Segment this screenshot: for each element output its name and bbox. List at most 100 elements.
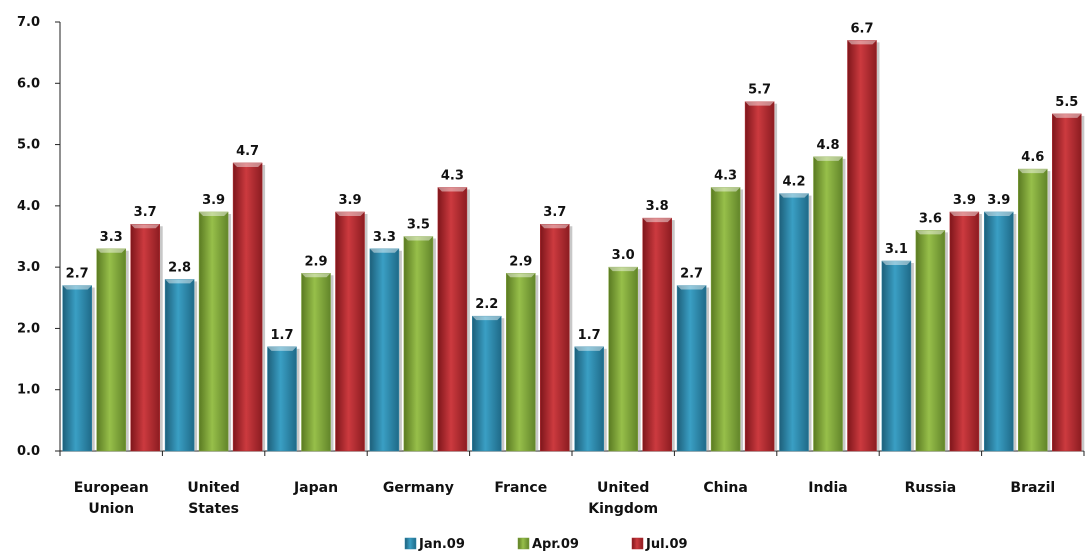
bar-bevel (130, 224, 160, 229)
bars (62, 40, 1085, 452)
bar (267, 346, 297, 452)
bar (301, 273, 331, 452)
bar (744, 101, 775, 452)
bar (779, 193, 809, 452)
data-label: 3.9 (338, 193, 361, 208)
x-category-label: China (703, 480, 747, 496)
data-label: 3.3 (373, 230, 396, 245)
legend-swatch (631, 537, 644, 550)
bar-bevel (506, 273, 536, 278)
bar-bevel (779, 193, 809, 198)
bar-bevel (335, 211, 365, 216)
bar (96, 248, 126, 452)
bar (949, 211, 980, 452)
data-label: 1.7 (578, 328, 601, 343)
x-category-label: Brazil (1010, 480, 1055, 496)
x-category-label: Japan (293, 480, 338, 496)
data-label: 3.3 (100, 230, 123, 245)
bar (984, 211, 1014, 452)
data-label: 3.7 (134, 205, 157, 220)
bar (676, 285, 707, 452)
bar (62, 285, 92, 452)
bar-bevel (62, 285, 92, 290)
data-label: 2.8 (168, 260, 191, 275)
data-label: 3.1 (885, 242, 908, 257)
y-tick-label: 2.0 (17, 321, 40, 336)
bar-bevel (437, 187, 467, 192)
y-tick-label: 6.0 (17, 76, 40, 91)
x-category-label: Union (88, 501, 134, 517)
bar-bevel (847, 40, 877, 45)
bar-bevel (267, 346, 297, 351)
bar (130, 223, 160, 452)
bar (1052, 113, 1082, 452)
x-category-label: European (74, 480, 149, 496)
bar-bevel (233, 162, 263, 167)
data-label: 3.8 (646, 199, 669, 214)
data-label: 6.7 (850, 21, 873, 36)
y-tick-label: 0.0 (17, 444, 40, 459)
bar-bevel (574, 346, 604, 351)
bar-bevel (915, 230, 945, 235)
bar (232, 162, 263, 452)
bar (813, 156, 843, 452)
bar-bevel (96, 248, 126, 253)
bar (710, 187, 741, 452)
legend-label: Apr.09 (532, 537, 579, 552)
x-category-label: India (808, 480, 847, 496)
bar-bevel (369, 248, 399, 253)
data-label: 4.8 (816, 138, 839, 153)
data-label: 3.0 (612, 248, 635, 263)
bar-bevel (1018, 169, 1048, 174)
bar-bevel (949, 211, 979, 216)
bar (540, 223, 570, 452)
data-label: 2.9 (304, 254, 327, 269)
legend: Jan.09 Apr.09 Jul.09 (404, 537, 688, 552)
bar-bevel (813, 156, 843, 161)
bar-bevel (301, 273, 331, 278)
data-label: 1.7 (270, 328, 293, 343)
bar (198, 211, 229, 452)
legend-swatch (517, 537, 530, 550)
x-category-label: Germany (383, 480, 454, 496)
bar (164, 279, 195, 452)
bar (915, 230, 946, 452)
data-label: 3.9 (987, 193, 1010, 208)
x-category-label: Russia (905, 480, 957, 496)
legend-swatch (404, 537, 417, 550)
bar (403, 236, 434, 452)
data-label: 2.9 (509, 254, 532, 269)
x-category-label: United (597, 480, 649, 496)
x-category-label: States (188, 501, 239, 517)
bar-bevel (403, 236, 433, 241)
data-label: 4.6 (1021, 150, 1044, 165)
bar (881, 260, 912, 452)
data-label: 5.5 (1055, 95, 1078, 110)
bar (472, 315, 502, 452)
bar-bevel (984, 211, 1014, 216)
y-tick-label: 1.0 (17, 383, 40, 398)
data-label: 2.7 (66, 267, 89, 282)
bar-bevel (677, 285, 707, 290)
bar-bevel (642, 218, 672, 223)
bar (847, 40, 877, 452)
bar (608, 266, 638, 452)
bar-bevel (472, 316, 502, 321)
data-label: 3.9 (202, 193, 225, 208)
y-tick-label: 5.0 (17, 138, 40, 153)
bar (1018, 168, 1048, 452)
bar-bevel (745, 101, 775, 106)
labels: 2.7 3.3 3.7 European Union 2.8 3.9 4.7 United Sta… (66, 21, 1079, 517)
bar-bevel (165, 279, 195, 284)
data-label: 4.2 (782, 175, 805, 190)
bar-bevel (881, 261, 911, 266)
bar-bevel (608, 267, 638, 272)
data-label: 3.7 (543, 205, 566, 220)
x-category-label: Kingdom (588, 501, 658, 517)
x-category-label: United (187, 480, 239, 496)
data-label: 3.5 (407, 218, 430, 233)
data-label: 2.2 (475, 297, 498, 312)
bar-bevel (711, 187, 741, 192)
bar (335, 211, 365, 452)
